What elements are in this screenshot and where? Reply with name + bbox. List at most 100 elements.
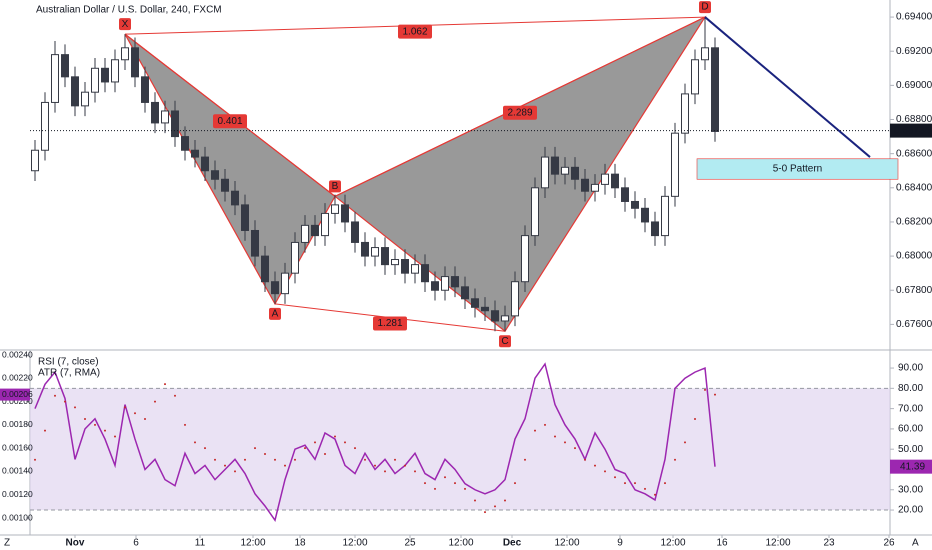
atr-dot (474, 499, 476, 502)
candle-body (321, 212, 329, 237)
atr-dot (594, 464, 596, 467)
atr-dot (614, 476, 616, 479)
ratio-label-box (373, 316, 407, 331)
x-tick-label: 12:00 (765, 538, 790, 549)
atr-dot (664, 482, 666, 485)
ratio-label: 1.062 (402, 26, 427, 37)
x-tick-label: 6 (133, 538, 139, 549)
candle-body (131, 47, 139, 78)
atr-dot (544, 423, 546, 426)
rsi-last-box (890, 459, 932, 474)
y-tick-label: 30.00 (898, 484, 923, 495)
atr-dot (324, 452, 326, 455)
atr-dot (134, 412, 136, 415)
candle-body (471, 298, 479, 308)
candle-body (611, 173, 619, 189)
atr-dot (504, 499, 506, 502)
y-tick-label: 0.68600 (896, 148, 932, 159)
y2-tick-label: 0.00140 (2, 466, 33, 476)
atr-dot (154, 400, 156, 403)
atr-dot (514, 482, 516, 485)
pattern-box (696, 158, 899, 180)
candle-body (481, 306, 489, 312)
atr-dot (114, 435, 116, 438)
y-tick-label: 0.69000 (896, 80, 932, 91)
y-tick-label: 0.68000 (896, 251, 932, 262)
atr-dot (264, 452, 266, 455)
atr-dot (344, 441, 346, 444)
candle-body (671, 132, 679, 197)
atr-dot (304, 447, 306, 450)
candle-body (31, 149, 39, 172)
candle-body (631, 200, 639, 209)
candle-body (111, 59, 119, 83)
atr-dot (354, 447, 356, 450)
atr-dot (214, 458, 216, 461)
candle-body (501, 315, 509, 322)
point-label-box (269, 307, 281, 320)
x-tick-label: 12:00 (660, 538, 685, 549)
candle-body (251, 229, 259, 257)
candle-body (401, 259, 409, 274)
atr-dot (234, 470, 236, 473)
projection-line (704, 16, 871, 158)
atr-dot (714, 393, 716, 396)
candle-body (301, 224, 309, 243)
y-tick-label: 70.00 (898, 403, 923, 414)
candle-body (61, 54, 69, 78)
candle-body (281, 272, 289, 295)
atr-dot (694, 418, 696, 421)
atr-dot (144, 418, 146, 421)
rsi-line (34, 362, 716, 522)
y2-tick-label: 0.00120 (2, 489, 33, 499)
candle-body (411, 264, 419, 274)
candle-body (181, 136, 189, 151)
atr-dot (634, 482, 636, 485)
atr-dot (674, 458, 676, 461)
candle-body (271, 281, 279, 295)
atr-dot (244, 458, 246, 461)
candle-body (381, 247, 389, 266)
atr-dot (34, 458, 36, 461)
atr-dot (374, 464, 376, 467)
candle-body (161, 110, 169, 124)
x-tick-label: 18 (294, 538, 306, 549)
y2-tick-label: 0.00180 (2, 419, 33, 429)
candle-body (171, 110, 179, 138)
pattern-box-label: 5-0 Pattern (773, 164, 822, 175)
candle-body (641, 207, 649, 223)
x-tick-label: 11 (195, 538, 206, 549)
candle-body (201, 156, 209, 172)
atr-dot (554, 435, 556, 438)
rsi-last-label: 41.39 (900, 461, 925, 472)
candle-body (421, 264, 429, 283)
corner-label: A (912, 538, 919, 549)
atr-dot (494, 505, 496, 508)
candle-body (241, 204, 249, 231)
candle-body (351, 221, 359, 243)
candle-body (311, 224, 319, 237)
atr-dot (654, 493, 656, 496)
atr-dot (624, 482, 626, 485)
candle-body (431, 281, 439, 291)
x-tick-label: 26 (883, 538, 895, 549)
atr-dot (274, 458, 276, 461)
point-label: B (332, 181, 339, 192)
legend-entry: ATR (7, RMA) (38, 368, 100, 379)
atr-dot (124, 406, 126, 409)
atr-dot (684, 441, 686, 444)
ratio-label: 1.281 (377, 318, 402, 329)
atr-dot (604, 470, 606, 473)
candle-body (661, 195, 669, 237)
y2-tick-label: 0.00220 (2, 373, 33, 383)
candle-body (651, 221, 659, 237)
atr-dot (94, 423, 96, 426)
atr-dot (644, 487, 646, 490)
atr-dot (194, 441, 196, 444)
point-label: C (501, 336, 508, 347)
x-tick-label: 12:00 (342, 538, 367, 549)
candle-body (451, 276, 459, 288)
candle-body (391, 259, 399, 266)
candle-body (71, 76, 79, 107)
candle-body (141, 76, 149, 103)
